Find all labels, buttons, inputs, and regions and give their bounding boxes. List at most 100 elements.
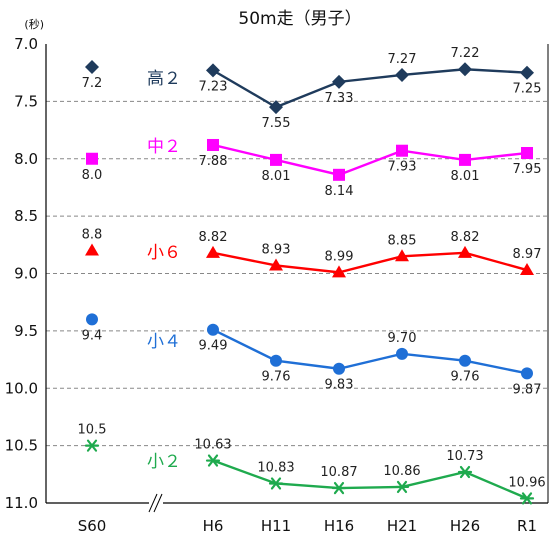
x-tick-label: H6 [203,517,224,535]
axis-break-line [148,493,158,513]
data-label: 8.97 [513,247,542,262]
data-point [520,65,534,80]
series-layer: 7.2 7.23 7.55 7.33 7.27 7.22 7.25 高２ 8.0 7.88 8.01… [78,46,546,505]
series-label: 中２ [147,137,181,157]
data-point [459,153,471,166]
data-label: 10.5 [78,423,107,438]
data-label: 8.01 [262,169,291,184]
data-label: 7.33 [325,91,354,106]
y-tick-label: 10.5 [5,437,38,455]
data-point [394,480,410,494]
y-tick-label: 8.5 [14,207,38,225]
data-label: 7.22 [451,46,480,61]
data-point [521,367,533,380]
data-label: 7.2 [82,76,103,91]
data-point [396,347,408,360]
data-label: 9.49 [199,339,228,354]
data-label: 7.23 [199,79,228,94]
data-label: 9.4 [82,328,103,343]
data-point [205,454,221,467]
series-line [212,328,528,375]
data-point [86,313,98,326]
axes [45,44,549,513]
series-line [212,251,528,274]
data-label: 7.95 [513,162,542,177]
data-point [333,168,345,181]
data-point [269,100,283,115]
data-point [520,263,534,276]
series-label: 小４ [147,332,181,352]
data-label: 7.27 [388,52,417,67]
data-point [270,354,282,367]
data-point [332,74,346,89]
series-label: 小６ [147,243,181,263]
x-tick-label: H16 [324,517,354,535]
data-label: 7.25 [513,82,542,97]
data-point [395,249,409,262]
data-point [85,59,99,74]
y-tick-label: 7.5 [14,92,38,110]
data-label: 7.93 [388,160,417,175]
series-line [212,459,528,500]
data-point [332,265,346,278]
data-point [459,354,471,367]
x-tick-label: R1 [517,517,537,535]
data-point [458,62,472,77]
data-label: 9.87 [513,382,542,397]
series-group: 8.0 7.88 8.01 8.14 7.93 8.01 7.95 中２ [82,137,542,199]
data-point [519,492,535,505]
data-point [269,258,283,271]
data-point [395,67,409,82]
data-point [521,147,533,160]
data-label: 9.76 [262,370,291,385]
data-point [457,465,473,479]
series-label: 小２ [147,452,181,472]
chart-title: 50m走（男子） [238,9,361,29]
data-label: 10.86 [383,464,420,479]
data-label: 10.73 [446,449,483,464]
x-tick-label: H26 [450,517,480,535]
data-point [331,481,347,495]
data-label: 8.93 [262,242,291,257]
data-point [270,153,282,166]
data-point [206,245,220,258]
data-label: 8.8 [82,228,103,243]
data-point [396,144,408,157]
x-tick-label: H11 [261,517,291,535]
data-label: 8.14 [325,184,354,199]
series-group: 10.5 10.63 10.83 10.87 10.86 10.73 10.96 小２ [78,423,546,505]
y-tick-labels: 7.0 7.5 8.0 8.5 9.0 9.5 10.0 10.5 11.0 [5,35,38,512]
y-tick-label: 7.0 [14,35,38,53]
y-tick-label: 11.0 [5,494,38,512]
data-label: 9.70 [388,331,417,346]
data-label: 10.83 [257,460,294,475]
series-group: 8.8 8.82 8.93 8.99 8.85 8.82 8.97 小６ [82,228,542,278]
data-label: 8.82 [199,230,228,245]
y-tick-label: 9.0 [14,265,38,283]
data-point [206,63,220,78]
data-label: 10.63 [194,438,231,453]
data-label: 7.88 [199,154,228,169]
y-unit-label: (秒) [24,17,44,31]
data-point [207,138,219,151]
data-point [85,243,99,256]
series-label: 高２ [147,69,181,89]
data-label: 8.01 [451,169,480,184]
data-label: 7.55 [262,116,291,131]
data-label: 8.85 [388,233,417,248]
data-label: 10.96 [508,475,545,490]
grid-lines [46,100,548,447]
y-tick-label: 8.0 [14,150,38,168]
data-label: 8.99 [325,249,354,264]
series-line [212,68,528,109]
series-line [212,143,528,177]
data-label: 9.76 [451,370,480,385]
data-point [333,362,345,375]
x-tick-labels: S60 H6 H11 H16 H21 H26 R1 [78,517,537,535]
data-label: 9.83 [325,378,354,393]
data-point [207,323,219,336]
series-group: 9.4 9.49 9.76 9.83 9.70 9.76 9.87 小４ [82,313,542,397]
series-group: 7.2 7.23 7.55 7.33 7.27 7.22 7.25 高２ [82,46,542,131]
y-tick-label: 9.5 [14,322,38,340]
